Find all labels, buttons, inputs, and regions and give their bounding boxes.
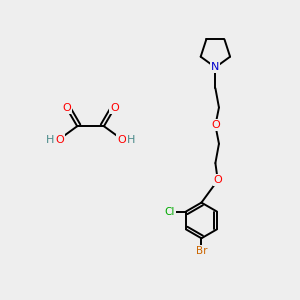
Text: N: N	[211, 62, 220, 72]
Text: O: O	[211, 120, 220, 130]
Text: O: O	[213, 175, 222, 185]
Text: H: H	[46, 135, 54, 145]
Text: Cl: Cl	[164, 206, 175, 217]
Text: O: O	[110, 103, 119, 113]
Text: Br: Br	[196, 246, 207, 256]
Text: O: O	[117, 135, 126, 145]
Text: O: O	[62, 103, 71, 113]
Text: O: O	[55, 135, 64, 145]
Text: H: H	[127, 135, 136, 145]
